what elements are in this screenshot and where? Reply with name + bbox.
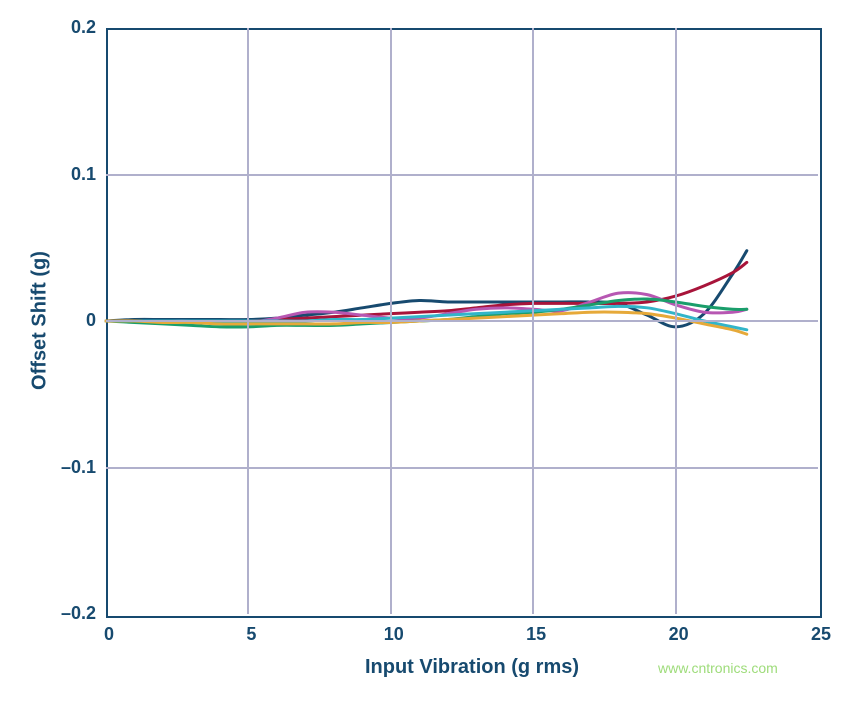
y-axis-label: Offset Shift (g)	[29, 241, 52, 401]
x-tick-label: 15	[521, 624, 551, 645]
chart-container: Offset Shift (g) Input Vibration (g rms)…	[0, 0, 867, 704]
series-line	[106, 262, 747, 321]
chart-svg	[0, 0, 867, 704]
y-tick-label: 0.1	[71, 164, 96, 185]
y-tick-label: –0.2	[61, 603, 96, 624]
x-tick-label: 25	[806, 624, 836, 645]
x-tick-label: 10	[379, 624, 409, 645]
x-tick-label: 20	[664, 624, 694, 645]
x-tick-label: 5	[236, 624, 266, 645]
x-tick-label: 0	[94, 624, 124, 645]
grid-line-horizontal	[106, 467, 818, 469]
y-tick-label: 0.2	[71, 17, 96, 38]
x-axis-label: Input Vibration (g rms)	[342, 656, 602, 679]
grid-line-horizontal	[106, 320, 818, 322]
grid-line-horizontal	[106, 174, 818, 176]
y-tick-label: –0.1	[61, 457, 96, 478]
y-tick-label: 0	[86, 310, 96, 331]
watermark: www.cntronics.com	[658, 660, 778, 676]
